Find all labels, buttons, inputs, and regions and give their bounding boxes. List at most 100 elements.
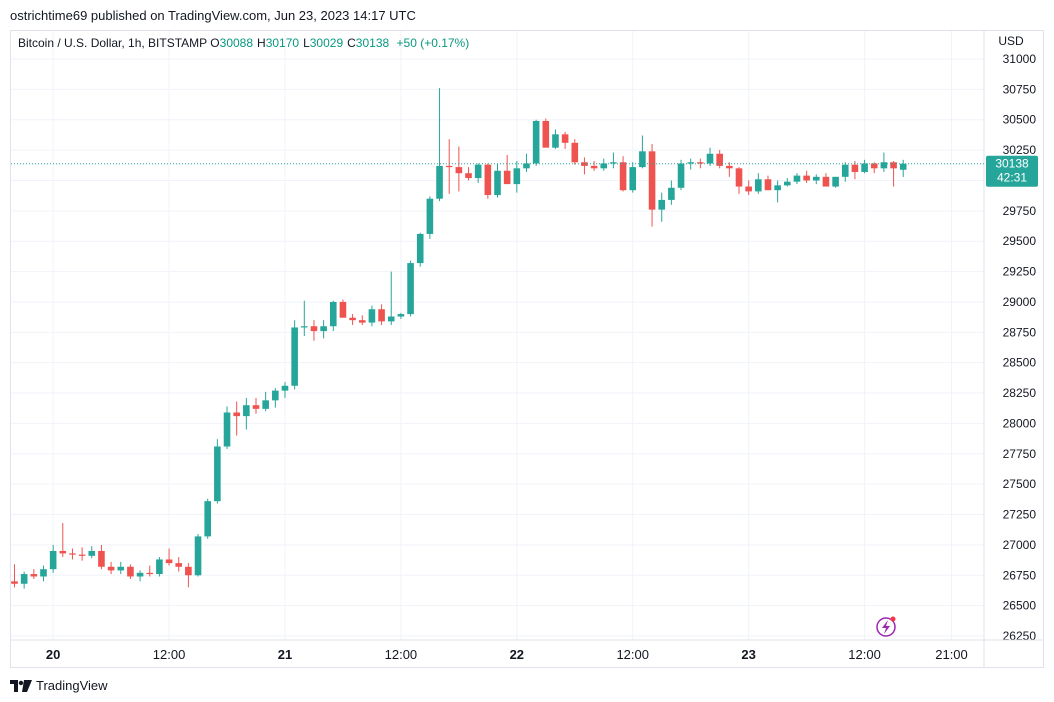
candle[interactable] [368,305,376,327]
candle[interactable] [784,178,791,187]
candle[interactable] [474,163,482,183]
candle[interactable] [697,158,704,169]
candle[interactable] [561,131,569,149]
candle[interactable] [416,232,424,267]
candle[interactable] [426,196,434,239]
candle[interactable] [581,157,588,175]
candle[interactable] [629,162,637,193]
candle[interactable] [88,546,96,559]
candle[interactable] [503,154,511,185]
tradingview-brand[interactable]: TradingView [36,678,108,693]
candle[interactable] [484,163,492,199]
candle[interactable] [320,320,327,339]
candle[interactable] [40,565,47,582]
candle[interactable] [793,173,801,185]
candle[interactable] [465,167,472,181]
candle[interactable] [98,544,105,570]
candle[interactable] [223,406,231,449]
candle[interactable] [436,88,443,202]
candle[interactable] [243,397,250,430]
candle[interactable] [687,158,694,170]
candle[interactable] [59,523,67,558]
candle[interactable] [648,144,656,227]
candle[interactable] [445,139,453,194]
candle[interactable] [619,156,627,192]
candle[interactable] [880,152,888,172]
candle[interactable] [252,397,260,414]
tradingview-logo-icon[interactable] [10,679,32,693]
candle[interactable] [262,391,269,412]
candle[interactable] [20,571,28,589]
candle[interactable] [523,153,530,172]
candle[interactable] [339,299,347,318]
candle[interactable] [639,135,646,169]
candle[interactable] [378,304,385,326]
candle[interactable] [49,544,57,573]
candle[interactable] [136,570,144,582]
candle[interactable] [11,564,18,588]
candle[interactable] [156,557,163,577]
candle[interactable] [30,569,38,579]
candle[interactable] [590,161,598,171]
candle[interactable] [107,561,115,575]
candle[interactable] [194,533,202,577]
candle[interactable] [349,314,356,326]
candle[interactable] [69,548,76,560]
candle[interactable] [812,174,820,185]
candle[interactable] [146,565,154,577]
candle[interactable] [233,401,240,436]
candle[interactable] [726,162,733,177]
candle[interactable] [117,561,125,575]
candle-body [735,168,743,187]
candle[interactable] [735,167,743,194]
lightning-icon[interactable] [876,616,896,637]
candle[interactable] [706,147,714,166]
candle[interactable] [571,139,579,165]
candle[interactable] [387,271,395,326]
candle[interactable] [658,192,666,222]
candle[interactable] [513,161,521,193]
candle[interactable] [175,557,183,572]
candle[interactable] [610,152,617,169]
candle[interactable] [78,547,86,561]
candle[interactable] [822,173,830,187]
candle[interactable] [832,176,839,188]
candle[interactable] [185,563,192,588]
candle[interactable] [899,159,907,177]
candle[interactable] [803,170,810,183]
candle[interactable] [764,175,772,191]
candle[interactable] [301,300,308,336]
candle[interactable] [532,119,540,166]
candle[interactable] [870,162,878,174]
candle[interactable] [600,158,608,171]
candle-body [600,163,608,169]
candle[interactable] [204,498,211,539]
candle[interactable] [755,173,762,194]
candle[interactable] [890,161,897,187]
candle[interactable] [165,548,173,566]
candle[interactable] [552,129,559,149]
candle[interactable] [281,382,289,398]
candle[interactable] [407,260,414,317]
candle[interactable] [542,118,550,148]
candle[interactable] [841,162,849,182]
x-tick-label: 23 [741,647,755,662]
candle[interactable] [310,320,318,341]
candle[interactable] [358,315,366,326]
candle[interactable] [272,388,279,408]
candle[interactable] [329,300,337,332]
candle[interactable] [127,564,134,579]
candle[interactable] [291,320,298,390]
candle-body [156,559,163,575]
candle[interactable] [861,159,868,174]
candle[interactable] [668,180,675,205]
candle[interactable] [677,159,685,191]
candle[interactable] [745,180,752,196]
candle[interactable] [397,312,405,319]
candle[interactable] [455,146,463,192]
candle[interactable] [716,150,723,169]
candle[interactable] [214,439,221,504]
candle[interactable] [774,180,781,203]
candle[interactable] [494,163,501,198]
